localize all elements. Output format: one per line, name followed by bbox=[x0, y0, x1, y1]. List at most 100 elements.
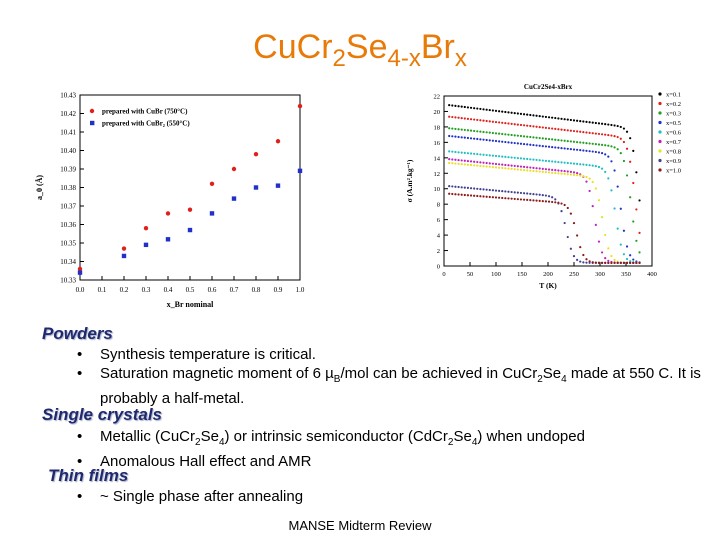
series-point bbox=[491, 162, 494, 165]
series-point bbox=[454, 104, 457, 107]
series-point bbox=[504, 140, 507, 144]
series-point bbox=[576, 174, 579, 177]
series-point bbox=[469, 137, 473, 140]
series-point bbox=[457, 159, 460, 162]
series-point bbox=[504, 197, 507, 200]
series-point bbox=[541, 170, 544, 173]
x-tick-label: 0 bbox=[442, 271, 445, 278]
series-point bbox=[613, 169, 616, 172]
series-point bbox=[476, 153, 479, 156]
series-point bbox=[582, 175, 585, 178]
series-point bbox=[488, 188, 491, 192]
series-point bbox=[519, 157, 523, 160]
series-curve bbox=[448, 104, 641, 202]
series-point bbox=[479, 187, 482, 191]
series-point bbox=[507, 190, 510, 193]
section-heading-powders: Powders bbox=[42, 324, 113, 343]
y-tick-label: 10.36 bbox=[60, 221, 76, 229]
series-point bbox=[541, 200, 544, 203]
series-point bbox=[582, 141, 585, 144]
series-point bbox=[585, 142, 588, 145]
series-point bbox=[463, 117, 466, 120]
series-point bbox=[563, 221, 566, 225]
legend-label: x=0.6 bbox=[666, 129, 682, 136]
series-point bbox=[607, 155, 610, 158]
series-point bbox=[625, 245, 629, 248]
series-point bbox=[469, 187, 473, 190]
series-point bbox=[513, 156, 516, 159]
series-point bbox=[476, 194, 479, 198]
series-point bbox=[494, 166, 498, 169]
legend-label: x=0.5 bbox=[666, 120, 681, 127]
x-tick-label: 0.3 bbox=[142, 286, 151, 294]
series-point bbox=[532, 166, 535, 169]
series-point bbox=[519, 112, 523, 115]
y-tick-label: 8 bbox=[437, 202, 440, 209]
legend-label: x=1.0 bbox=[666, 167, 681, 174]
series-point bbox=[629, 137, 632, 140]
legend-marker bbox=[658, 92, 662, 96]
series-point bbox=[632, 261, 635, 265]
series-point bbox=[479, 119, 482, 122]
series-point bbox=[588, 164, 591, 167]
data-point bbox=[165, 211, 171, 216]
series-point bbox=[448, 104, 451, 107]
series-point bbox=[594, 132, 597, 135]
y-tick-label: 2 bbox=[437, 248, 440, 255]
y-axis-label: a_0 (Å) bbox=[35, 175, 44, 200]
series-point bbox=[498, 166, 501, 169]
series-point bbox=[547, 160, 551, 163]
series-point bbox=[538, 159, 541, 162]
series-point bbox=[560, 169, 563, 172]
series-point bbox=[576, 172, 579, 175]
series-point bbox=[604, 153, 607, 156]
x-tick-label: 50 bbox=[467, 271, 474, 278]
x-tick-label: 150 bbox=[517, 271, 527, 278]
series-point bbox=[560, 202, 563, 205]
series-point bbox=[522, 135, 526, 138]
series-point bbox=[566, 161, 569, 165]
x-tick-label: 0.1 bbox=[98, 286, 107, 294]
series-point bbox=[622, 140, 626, 144]
series-point bbox=[547, 145, 551, 148]
series-point bbox=[544, 200, 548, 203]
series-point bbox=[585, 261, 588, 264]
x-tick-label: 100 bbox=[491, 271, 501, 278]
series-point bbox=[557, 172, 560, 175]
series-point bbox=[535, 125, 538, 128]
series-point bbox=[619, 137, 622, 140]
data-point bbox=[209, 181, 215, 186]
series-point bbox=[448, 115, 451, 118]
series-point bbox=[600, 251, 604, 254]
series-point bbox=[610, 254, 613, 258]
series-point bbox=[569, 129, 572, 132]
series-point bbox=[541, 159, 544, 162]
series-point bbox=[588, 150, 591, 153]
series-point bbox=[535, 144, 538, 147]
series-point bbox=[513, 112, 516, 115]
chart-title: CuCr2Se4-xBrx bbox=[524, 83, 573, 91]
series-point bbox=[516, 198, 519, 201]
series-point bbox=[476, 118, 479, 122]
series-point bbox=[479, 138, 482, 141]
y-tick-label: 22 bbox=[434, 94, 441, 101]
series-point bbox=[485, 138, 488, 142]
series-point bbox=[625, 257, 629, 261]
series-point bbox=[494, 162, 498, 166]
series-point bbox=[582, 131, 585, 134]
series-point bbox=[510, 164, 513, 167]
series-point bbox=[566, 206, 569, 210]
slide-title: CuCr2Se4-xBrx bbox=[253, 28, 467, 72]
series-point bbox=[532, 169, 535, 173]
series-point bbox=[569, 212, 572, 215]
series-point bbox=[560, 117, 563, 120]
series-point bbox=[522, 192, 526, 195]
series-point bbox=[635, 239, 638, 242]
series-point bbox=[451, 162, 454, 165]
series-point bbox=[532, 125, 535, 128]
series-point bbox=[451, 127, 454, 130]
series-point bbox=[466, 186, 470, 190]
series-point bbox=[460, 117, 463, 120]
series-point bbox=[613, 146, 616, 149]
series-point bbox=[519, 165, 523, 168]
